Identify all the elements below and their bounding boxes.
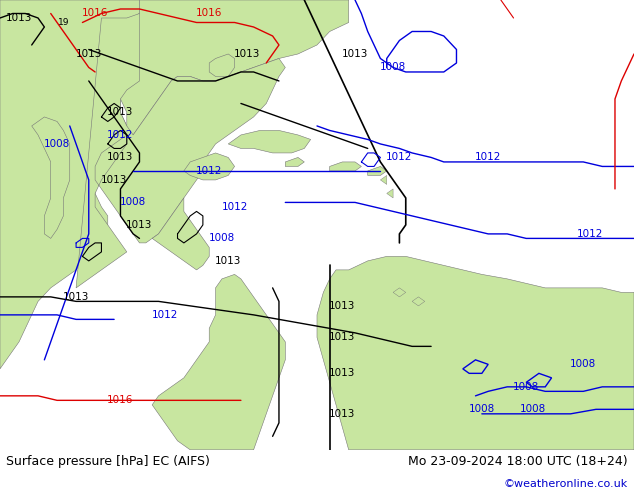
Text: 1016: 1016 — [196, 8, 223, 19]
Polygon shape — [228, 130, 311, 153]
Text: 1013: 1013 — [215, 256, 242, 266]
Text: 1013: 1013 — [107, 152, 134, 163]
Polygon shape — [120, 0, 349, 144]
Text: 1008: 1008 — [513, 382, 540, 392]
Text: 1013: 1013 — [126, 220, 153, 230]
Polygon shape — [152, 274, 285, 450]
Polygon shape — [393, 288, 406, 297]
Text: 1008: 1008 — [570, 359, 597, 369]
Text: 1008: 1008 — [519, 404, 546, 415]
Polygon shape — [330, 162, 361, 171]
Polygon shape — [412, 297, 425, 306]
Text: 1013: 1013 — [75, 49, 102, 59]
Polygon shape — [368, 167, 387, 175]
Text: 1013: 1013 — [329, 368, 356, 378]
Text: 1008: 1008 — [120, 197, 146, 207]
Polygon shape — [285, 157, 304, 167]
Text: 1013: 1013 — [329, 301, 356, 311]
Text: 1016: 1016 — [107, 395, 134, 405]
Text: 1012: 1012 — [221, 202, 248, 212]
Text: 1013: 1013 — [329, 409, 356, 419]
Polygon shape — [209, 54, 235, 76]
Polygon shape — [387, 189, 393, 198]
Text: 1012: 1012 — [196, 166, 223, 176]
Text: 1012: 1012 — [386, 152, 413, 163]
Text: 1008: 1008 — [469, 404, 495, 415]
Text: 1008: 1008 — [209, 233, 235, 244]
Text: 1012: 1012 — [576, 229, 603, 239]
Polygon shape — [317, 256, 634, 450]
Text: Surface pressure [hPa] EC (AIFS): Surface pressure [hPa] EC (AIFS) — [6, 455, 210, 468]
Text: 1013: 1013 — [342, 49, 368, 59]
Text: 1013: 1013 — [107, 107, 134, 118]
Text: 19: 19 — [58, 18, 69, 27]
Text: 1013: 1013 — [234, 49, 261, 59]
Text: 1013: 1013 — [329, 332, 356, 343]
Polygon shape — [0, 0, 139, 369]
Text: Mo 23-09-2024 18:00 UTC (18+24): Mo 23-09-2024 18:00 UTC (18+24) — [408, 455, 628, 468]
Polygon shape — [76, 14, 285, 288]
Text: 1013: 1013 — [6, 13, 32, 23]
Text: 1012: 1012 — [475, 152, 501, 163]
Polygon shape — [380, 175, 387, 184]
Text: 1008: 1008 — [44, 139, 70, 149]
Text: 1013: 1013 — [63, 292, 89, 302]
Text: 1013: 1013 — [101, 175, 127, 185]
Text: 1012: 1012 — [107, 130, 134, 140]
Polygon shape — [32, 117, 70, 239]
Text: 1016: 1016 — [82, 8, 108, 19]
Text: 1008: 1008 — [380, 62, 406, 73]
Text: ©weatheronline.co.uk: ©weatheronline.co.uk — [503, 479, 628, 489]
Polygon shape — [152, 198, 209, 270]
Text: 1012: 1012 — [152, 310, 178, 320]
Polygon shape — [184, 153, 235, 180]
